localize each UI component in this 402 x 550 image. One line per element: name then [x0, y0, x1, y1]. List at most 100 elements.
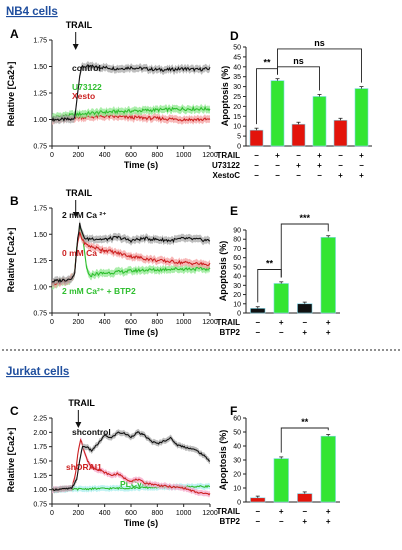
- panel-label: E: [230, 204, 238, 218]
- condition-mark: −: [254, 171, 259, 180]
- condition-mark: −: [254, 151, 259, 160]
- trail-arrow-head: [75, 422, 82, 428]
- x-tick-label: 1000: [176, 152, 192, 159]
- y-tick-label: 2.00: [33, 430, 47, 437]
- condition-mark: +: [279, 318, 284, 327]
- bar: [320, 237, 336, 314]
- y-tick-label: 20: [233, 292, 241, 299]
- y-tick-label: 40: [233, 274, 241, 281]
- y-tick-label: 0: [237, 311, 241, 318]
- significance-label: ***: [299, 213, 310, 223]
- x-tick-label: 600: [125, 152, 137, 159]
- x-tick-label: 600: [125, 510, 137, 517]
- y-tick-label: 60: [233, 255, 241, 262]
- y-tick-label: 1.25: [33, 473, 47, 480]
- y-tick-label: 35: [233, 74, 241, 81]
- y-tick-label: 1.75: [33, 38, 47, 45]
- y-tick-label: 30: [233, 84, 241, 91]
- x-axis-label: Time (s): [124, 518, 158, 528]
- y-tick-label: 25: [233, 94, 241, 101]
- bar: [273, 458, 289, 503]
- condition-mark: +: [326, 517, 331, 526]
- y-axis-label: Relative [Ca2+]: [6, 62, 16, 127]
- trail-annotation: TRAIL: [66, 20, 93, 30]
- x-tick-label: 1200: [202, 510, 218, 517]
- panel-label: A: [10, 27, 19, 41]
- panel-d: D 0 5 10 15 20 25 30 35 40 45 50 Apoptosis (%) TRAIL −…: [212, 29, 372, 180]
- series-label: control: [72, 63, 101, 73]
- y-axis-label: Apoptosis (%): [218, 430, 228, 491]
- y-tick-label: 10: [233, 486, 241, 493]
- x-tick-label: 400: [99, 319, 111, 326]
- series-label: 2 mM Ca²⁺ + BTP2: [62, 286, 136, 296]
- series-line: [51, 222, 211, 284]
- condition-mark: +: [359, 151, 364, 160]
- x-axis-label: Time (s): [124, 160, 158, 170]
- y-tick-label: 15: [233, 114, 241, 121]
- y-tick-label: 70: [233, 246, 241, 253]
- panel-a: A 0.75 1.00 1.25 1.50 1.75 Relative [Ca2+] 0 200…: [6, 20, 218, 170]
- condition-mark: +: [326, 318, 331, 327]
- condition-mark: −: [255, 507, 260, 516]
- series-label: shORAI1: [66, 462, 102, 472]
- trail-arrow-head: [72, 212, 79, 218]
- y-tick-label: 20: [233, 104, 241, 111]
- bar: [312, 96, 327, 147]
- condition-label: TRAIL: [216, 318, 240, 327]
- x-tick-label: 400: [99, 152, 111, 159]
- significance-label: ns: [293, 56, 304, 66]
- y-tick-label: 1.75: [33, 206, 47, 213]
- trail-annotation: TRAIL: [68, 398, 95, 408]
- y-tick-label: 1.50: [33, 64, 47, 71]
- bar: [273, 283, 289, 314]
- condition-mark: +: [326, 507, 331, 516]
- y-tick-label: 1.00: [33, 284, 47, 291]
- panel-label: C: [10, 404, 19, 418]
- condition-mark: −: [255, 318, 260, 327]
- y-axis-label: Apoptosis (%): [220, 66, 230, 127]
- condition-mark: +: [338, 171, 343, 180]
- y-tick-label: 0: [237, 500, 241, 507]
- significance-label: **: [301, 417, 309, 427]
- significance-label: **: [263, 58, 271, 68]
- condition-mark: −: [296, 151, 301, 160]
- condition-mark: −: [254, 161, 259, 170]
- y-tick-label: 50: [233, 430, 241, 437]
- series-label: shcontrol: [72, 427, 111, 437]
- bar: [250, 308, 266, 314]
- condition-mark: +: [359, 171, 364, 180]
- y-tick-label: 10: [233, 301, 241, 308]
- condition-mark: +: [302, 328, 307, 337]
- y-tick-label: 50: [233, 45, 241, 52]
- condition-label: TRAIL: [216, 507, 240, 516]
- series-label: PLCγ-/-: [120, 479, 150, 489]
- y-tick-label: 10: [233, 124, 241, 131]
- y-tick-label: 60: [233, 416, 241, 423]
- series-line: [51, 231, 211, 286]
- condition-label: TRAIL: [216, 151, 240, 160]
- condition-mark: +: [275, 151, 280, 160]
- series-line: [52, 438, 211, 496]
- y-tick-label: 45: [233, 54, 241, 61]
- x-tick-label: 800: [151, 510, 163, 517]
- condition-mark: −: [359, 161, 364, 170]
- condition-mark: +: [317, 161, 322, 170]
- x-tick-label: 1000: [176, 319, 192, 326]
- series-error-band: [52, 219, 210, 286]
- condition-mark: −: [338, 161, 343, 170]
- condition-mark: −: [302, 318, 307, 327]
- significance-bracket: [280, 223, 329, 278]
- x-tick-label: 800: [151, 319, 163, 326]
- x-tick-label: 800: [151, 152, 163, 159]
- x-tick-label: 200: [72, 152, 84, 159]
- bar: [250, 497, 266, 503]
- y-axis-label: Apoptosis (%): [218, 241, 228, 302]
- y-tick-label: 90: [233, 228, 241, 235]
- condition-mark: +: [279, 507, 284, 516]
- condition-mark: +: [302, 517, 307, 526]
- y-tick-label: 50: [233, 264, 241, 271]
- series-label: 0 mM Ca ²⁺: [62, 248, 107, 258]
- condition-mark: +: [296, 161, 301, 170]
- series-label: U73122: [72, 82, 102, 92]
